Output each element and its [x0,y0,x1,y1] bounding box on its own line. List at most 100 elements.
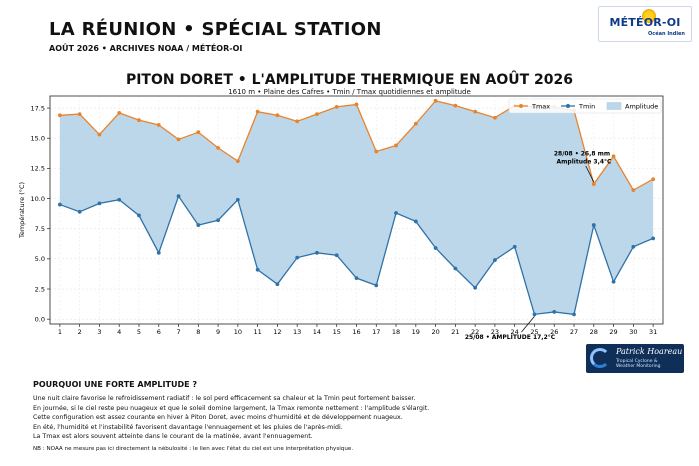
tmin-point [394,211,398,215]
tmax-point [473,109,478,114]
tmax-point [255,109,260,114]
legend-amplitude: Amplitude [625,103,658,111]
tmax-point [295,119,300,124]
logo-tagline: Océan Indien [648,31,685,37]
tmax-point [77,112,82,116]
x-tick-label: 19 [412,328,420,336]
x-tick-label: 10 [234,328,242,336]
annotation-25: 25/08 • AMPLITUDE 17,2°C [465,316,556,341]
tmin-point [295,255,300,260]
tmin-point [77,209,82,214]
x-tick-label: 2 [78,328,82,336]
x-tick-label: 14 [313,328,321,336]
annotation-28-line1: 28/08 • 26,8 mm [554,151,610,158]
tmax-point [413,121,418,126]
amplitude-area [59,100,654,315]
explanation-line: Cette configuration est assez courante e… [33,414,403,422]
y-tick-label: 10.0 [31,195,45,203]
tmin-point [137,213,141,218]
y-axis-label: Température (°C) [18,182,26,239]
chart-title: PITON DORET • L'AMPLITUDE THERMIQUE EN A… [125,72,574,88]
tmin-point [117,197,122,202]
tmin-point [433,246,438,250]
tmax-point [216,145,220,150]
x-tick-label: 7 [176,328,180,336]
y-tick-label: 12.5 [31,165,45,173]
explanation-line: La Tmax est alors souvent atteinte dans … [33,433,313,441]
author-tagline-2: Weather Monitoring [616,364,661,369]
chart-subtitle: 1610 m • Plaine des Cafres • Tmin / Tmax… [228,88,471,96]
tmax-point [97,132,102,137]
x-tick-label: 5 [137,328,141,336]
tmax-point [591,182,596,186]
tmax-point [394,143,398,148]
tmin-point [512,244,517,249]
x-tick-label: 31 [649,328,657,336]
annotation-25-label: 25/08 • AMPLITUDE 17,2°C [465,334,556,341]
x-tick-label: 29 [609,328,617,336]
tmin-point [591,223,596,227]
x-tick-label: 3 [97,328,101,336]
sun-icon [642,9,656,23]
tmax-point [453,103,458,108]
author-tagline-1: Tropical Cyclone & [616,359,658,364]
x-tick-label: 24 [511,328,519,336]
x-tick-label: 9 [216,328,220,336]
y-tick-label: 0.0 [35,315,45,323]
tmax-point [275,113,280,118]
tmax-point [156,123,161,127]
tmin-point [611,279,616,284]
page-title: LA RÉUNION • SPÉCIAL STATION [49,19,382,40]
tmin-point [374,283,379,288]
cyclone-icon [590,348,610,368]
tmax-point [235,159,240,164]
y-tick-label: 17.5 [31,104,45,112]
tmax-point [493,115,497,120]
tmax-point [631,188,636,192]
logo-name: MÉTÉOR-OI [609,16,681,29]
tmin-point [57,202,62,207]
x-tick-label: 11 [253,328,261,336]
tmin-point [631,244,636,249]
x-tick-label: 18 [392,328,400,336]
tmin-point [354,276,359,281]
tmin-point [453,266,458,271]
legend-tmax: Tmax [531,103,550,111]
explanation-line: En journée, si le ciel reste peu nuageux… [33,404,430,412]
x-tick-label: 8 [196,328,200,336]
tmin-point [196,223,201,227]
tmax-point [196,130,201,135]
meteor-oi-logo: MÉTÉOR-OI Océan Indien [598,6,692,42]
legend: Tmax Tmin Amplitude [508,98,662,114]
annotation-25-arrow [521,316,535,333]
tmin-point [552,310,557,314]
x-tick-label: 4 [117,328,121,336]
tmin-point [176,194,181,199]
annotation-28-line2: Amplitude 3,4°C [557,159,613,166]
tmin-point [413,219,418,224]
explanation-line: Une nuit claire favorise le refroidissem… [33,395,416,402]
tmin-point [255,267,260,272]
tmin-point [572,312,576,317]
author-badge: Patrick Hoareau Tropical Cyclone & Weath… [586,344,684,373]
explanation-title: POURQUOI UNE FORTE AMPLITUDE ? [33,380,197,389]
tmax-point [433,98,438,103]
x-tick-label: 15 [333,328,341,336]
y-tick-label: 5.0 [35,255,45,263]
x-tick-label: 23 [491,328,499,336]
tmin-point [651,236,656,241]
annotation-28: 28/08 • 26,8 mm Amplitude 3,4°C [554,151,612,183]
tmax-point [57,113,62,118]
x-tick-label: 21 [451,328,459,336]
tmin-point [493,258,497,262]
x-tick-label: 25 [530,328,538,336]
x-tick-label: 28 [590,328,598,336]
x-axis: 1 2 3 4 5 6 7 8 9 10 11 12 13 14 15 16 17 18 19 20 21 22 23 24 2… [58,324,657,336]
x-tick-label: 26 [550,328,558,336]
legend-tmin: Tmin [578,103,595,111]
tmin-point [156,250,161,255]
x-tick-label: 22 [471,328,479,336]
x-tick-label: 27 [570,328,578,336]
y-tick-label: 2.5 [35,285,45,293]
